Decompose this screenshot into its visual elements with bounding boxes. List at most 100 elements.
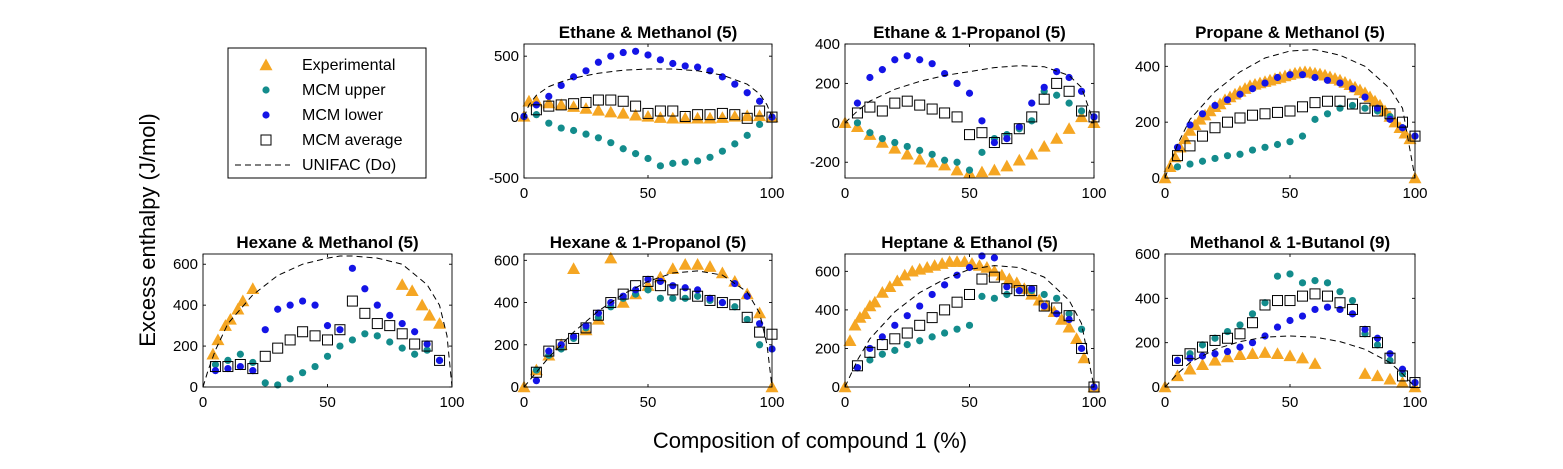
- data-point: [211, 333, 225, 346]
- data-point: [1000, 159, 1014, 172]
- data-point: [570, 73, 578, 81]
- data-point: [718, 298, 727, 307]
- legend-entry-mcm-average-symbol: [260, 134, 272, 146]
- data-point: [743, 315, 751, 324]
- data-point: [1050, 132, 1064, 144]
- data-point: [1361, 93, 1369, 101]
- data-point: [890, 274, 904, 287]
- data-point: [591, 103, 605, 116]
- plot-area: [203, 254, 452, 387]
- data-layer: [838, 52, 1101, 179]
- data-point: [299, 369, 307, 377]
- data-point: [619, 292, 627, 300]
- data-point: [903, 312, 911, 320]
- data-point: [1211, 334, 1219, 342]
- data-layer: [517, 251, 779, 393]
- x-tick-label: 0: [520, 394, 528, 411]
- y-tick-label: 200: [1135, 335, 1160, 352]
- data-point: [582, 130, 590, 138]
- data-point: [206, 347, 220, 360]
- data-point: [274, 381, 282, 389]
- data-point: [704, 294, 716, 306]
- data-point: [1298, 312, 1307, 320]
- data-point: [1336, 288, 1344, 296]
- data-point: [898, 268, 912, 281]
- panel-title: Hexane & 1-Propanol (5): [550, 233, 747, 252]
- data-point: [1359, 102, 1371, 114]
- data-point: [1311, 277, 1319, 285]
- data-point: [1258, 346, 1272, 358]
- data-point: [1063, 310, 1075, 322]
- data-point: [1163, 160, 1177, 173]
- data-point: [1298, 132, 1307, 140]
- data-point: [978, 117, 986, 125]
- data-point: [990, 294, 999, 302]
- data-point: [1398, 124, 1407, 132]
- data-point: [272, 342, 284, 354]
- y-tick-label: 200: [494, 337, 519, 354]
- data-point: [953, 271, 961, 279]
- data-point: [731, 80, 739, 88]
- series-mcm-average: [851, 77, 1100, 149]
- data-point: [958, 255, 972, 267]
- data-point: [543, 100, 555, 112]
- data-point: [953, 158, 961, 166]
- data-point: [1040, 83, 1048, 91]
- data-point: [703, 260, 717, 272]
- data-point: [434, 354, 446, 366]
- data-point: [928, 333, 936, 341]
- data-point: [395, 278, 409, 290]
- data-point: [568, 332, 580, 344]
- data-point: [582, 322, 590, 330]
- y-tick-label: 0: [832, 115, 840, 132]
- data-point: [692, 290, 704, 302]
- data-point: [555, 99, 567, 111]
- data-point: [1272, 295, 1283, 307]
- series-mcm-average: [209, 295, 446, 375]
- data-point: [754, 105, 766, 117]
- data-point: [1397, 116, 1408, 128]
- data-point: [311, 301, 319, 309]
- data-point: [1383, 372, 1397, 385]
- data-point: [667, 105, 679, 117]
- data-point: [557, 81, 565, 90]
- data-point: [1359, 326, 1371, 338]
- data-point: [545, 347, 553, 355]
- series-mcm-average: [530, 275, 778, 378]
- data-point: [1197, 341, 1208, 353]
- x-tick-label: 100: [1402, 394, 1427, 411]
- data-point: [1077, 325, 1086, 333]
- data-point: [286, 301, 294, 309]
- x-tick-label: 50: [1282, 394, 1299, 411]
- y-tick-label: 600: [494, 252, 519, 269]
- x-tick-label: 100: [759, 185, 784, 202]
- data-point: [530, 104, 542, 116]
- data-point: [1211, 101, 1219, 110]
- data-point: [975, 165, 989, 178]
- data-point: [1173, 163, 1182, 171]
- data-point: [1002, 272, 1016, 285]
- data-point: [678, 258, 692, 270]
- data-point: [1222, 116, 1233, 128]
- data-point: [346, 295, 358, 307]
- data-point: [1348, 85, 1357, 93]
- data-point: [384, 320, 396, 332]
- data-point: [545, 92, 553, 100]
- data-point: [875, 286, 889, 298]
- x-tick-label: 100: [1402, 185, 1427, 202]
- unifac-curve: [844, 265, 1095, 388]
- data-point: [1298, 71, 1307, 79]
- data-point: [1361, 104, 1369, 112]
- data-point: [950, 163, 964, 176]
- data-point: [1186, 121, 1194, 129]
- data-point: [1040, 290, 1048, 299]
- data-point: [990, 254, 999, 262]
- data-point: [654, 105, 666, 117]
- data-point: [913, 152, 927, 165]
- data-point: [928, 60, 936, 68]
- panel-7: Methanol & 1-Butanol (9) 0 50 100 0 200 400 600: [1135, 233, 1428, 411]
- data-point: [435, 356, 444, 364]
- data-point: [423, 340, 431, 348]
- x-tick-label: 0: [199, 394, 207, 411]
- data-point: [261, 326, 269, 334]
